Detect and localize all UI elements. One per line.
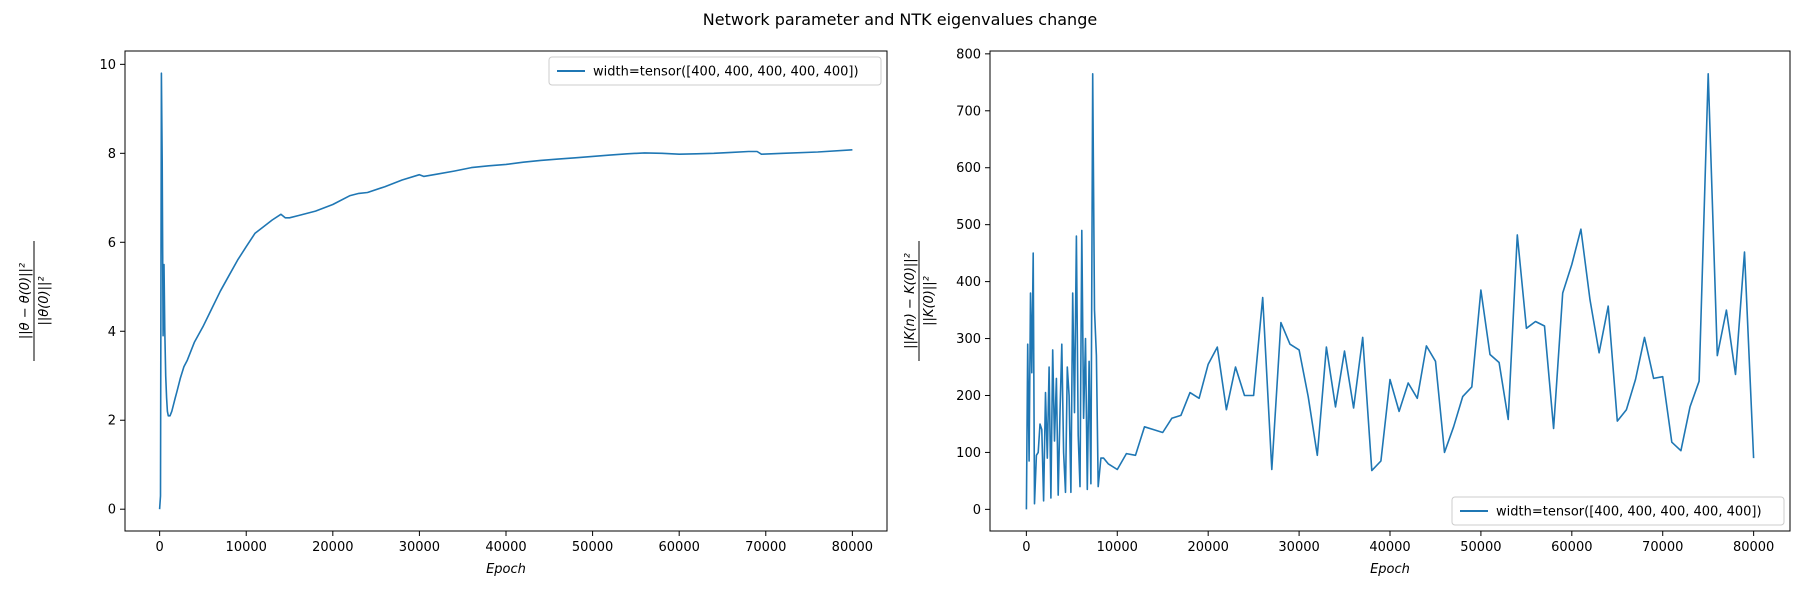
y-tick-label: 8 <box>108 147 116 162</box>
series-line-1 <box>158 72 853 510</box>
x-tick-label: 60000 <box>659 540 700 555</box>
y-tick-label: 6 <box>108 236 116 251</box>
y-tick-label: 400 <box>956 275 981 290</box>
y-tick-label: 100 <box>956 446 981 461</box>
x-tick-label: 70000 <box>1642 540 1683 555</box>
x-tick-label: 30000 <box>399 540 440 555</box>
x-tick-label: 20000 <box>1188 540 1229 555</box>
y-tick-label: 600 <box>956 161 981 176</box>
y-tick-label: 0 <box>108 503 116 518</box>
x-axis-label: Epoch <box>1370 562 1410 577</box>
y-axis-label: ||θ − θ(0)||² ||θ(0)||² <box>18 241 52 361</box>
y-axis-label-denominator: ||θ(0)||² <box>37 276 52 325</box>
y-tick-label: 700 <box>956 104 981 119</box>
x-tick-label: 40000 <box>485 540 526 555</box>
x-tick-label: 50000 <box>1460 540 1501 555</box>
legend: width=tensor([400, 400, 400, 400, 400]) <box>1451 496 1785 526</box>
x-tick-label: 40000 <box>1369 540 1410 555</box>
legend-box <box>548 56 882 86</box>
y-tick-label: 300 <box>956 332 981 347</box>
x-tick-label: 10000 <box>1097 540 1138 555</box>
y-axis-label-denominator: ||K(0)||² <box>922 276 937 326</box>
y-axis-label: ||K(n) − K(0)||² ||K(0)||² <box>903 241 937 361</box>
y-tick-label: 4 <box>108 325 116 340</box>
legend-label: width=tensor([400, 400, 400, 400, 400]) <box>593 65 859 80</box>
plot-frame <box>989 50 1791 532</box>
y-axis-label-numerator: ||θ − θ(0)||² <box>18 263 33 339</box>
plot-frame <box>124 50 888 532</box>
legend-box <box>1451 496 1785 526</box>
x-tick-label: 70000 <box>745 540 786 555</box>
y-tick-label: 200 <box>956 389 981 404</box>
x-tick-label: 80000 <box>832 540 873 555</box>
x-tick-label: 80000 <box>1733 540 1774 555</box>
x-tick-label: 60000 <box>1551 540 1592 555</box>
x-tick-label: 10000 <box>226 540 267 555</box>
y-tick-label: 800 <box>956 47 981 62</box>
y-tick-label: 2 <box>108 414 116 429</box>
x-axis-label: Epoch <box>486 562 526 577</box>
legend-label: width=tensor([400, 400, 400, 400, 400]) <box>1496 505 1762 520</box>
x-tick-label: 0 <box>1022 540 1030 555</box>
y-tick-label: 500 <box>956 218 981 233</box>
chart-2: 0 10000 20000 30000 40000 50000 60000 70000 8000… <box>903 47 1791 577</box>
y-tick-label: 10 <box>99 58 116 73</box>
x-tick-label: 0 <box>155 540 163 555</box>
chart-1: 0 10000 20000 30000 40000 50000 60000 70000 8000… <box>18 50 888 577</box>
series-line-1 <box>1025 73 1755 510</box>
x-tick-label: 30000 <box>1278 540 1319 555</box>
x-tick-label: 50000 <box>572 540 613 555</box>
y-tick-label: 0 <box>973 503 981 518</box>
figure-title: Network parameter and NTK eigenvalues ch… <box>702 10 1098 29</box>
y-axis-label-numerator: ||K(n) − K(0)||² <box>903 253 918 349</box>
legend: width=tensor([400, 400, 400, 400, 400]) <box>548 56 882 86</box>
x-tick-label: 20000 <box>312 540 353 555</box>
